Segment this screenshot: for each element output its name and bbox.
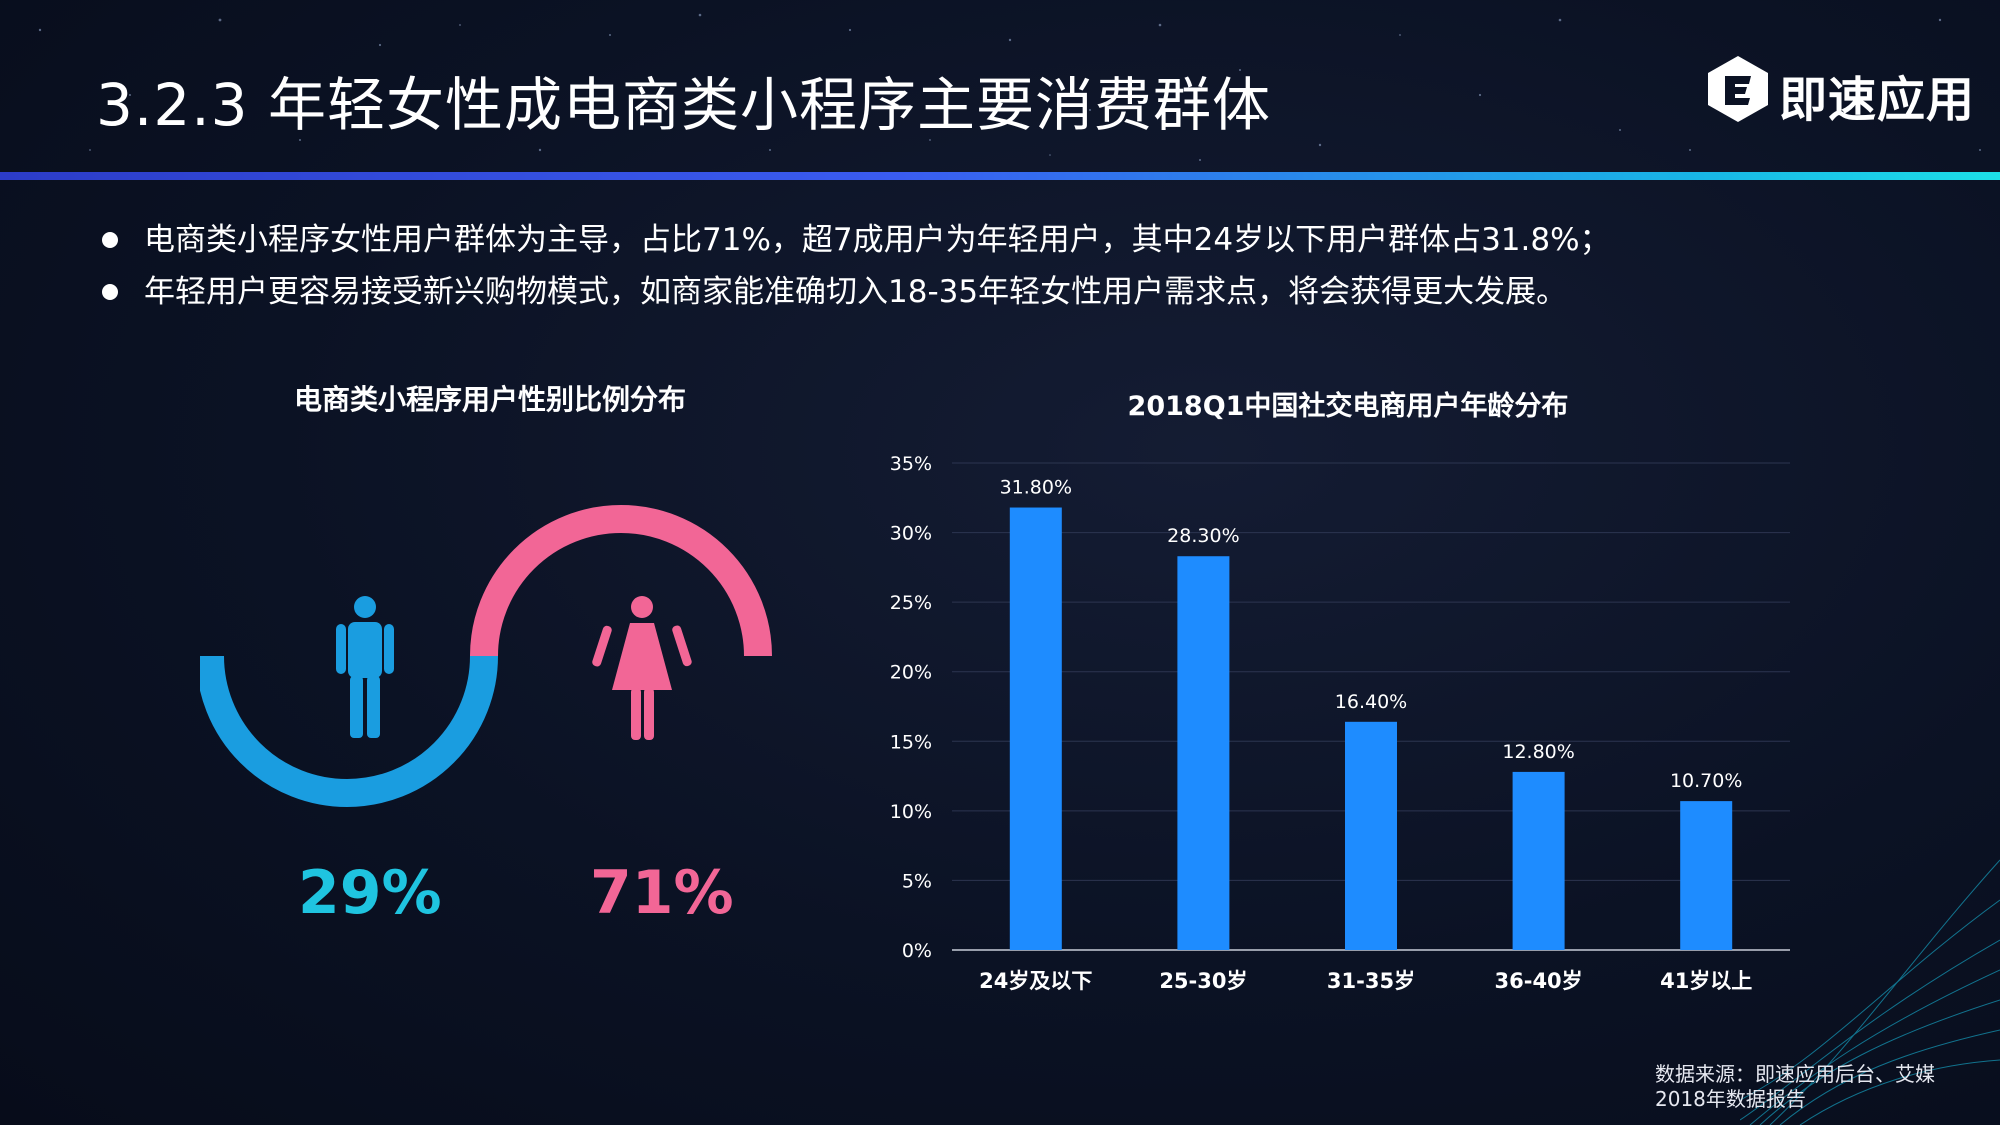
y-tick-label: 0% xyxy=(902,940,932,962)
bar-value-label: 31.80% xyxy=(1000,477,1072,499)
male-icon xyxy=(336,596,394,738)
source-line-2: 2018年数据报告 xyxy=(1655,1087,1806,1111)
x-tick-label: 25-30岁 xyxy=(1159,969,1247,993)
bar-value-label: 28.30% xyxy=(1167,525,1239,547)
x-tick-label: 24岁及以下 xyxy=(979,969,1092,993)
y-tick-label: 25% xyxy=(890,592,932,614)
x-tick-label: 31-35岁 xyxy=(1327,969,1415,993)
bar xyxy=(1009,507,1062,950)
bar xyxy=(1345,721,1397,950)
x-tick-label: 41岁以上 xyxy=(1660,969,1752,993)
bar xyxy=(1512,771,1565,950)
chart-y-axis: 0% 5% 10% 15% 20% 25% 30% 35% xyxy=(890,453,932,962)
bar-value-label: 16.40% xyxy=(1335,691,1407,713)
bullet-dot xyxy=(102,232,118,248)
bullet-item: 年轻用户更容易接受新兴购物模式，如商家能准确切入18-35年轻女性用户需求点，将… xyxy=(96,266,1611,318)
starfield-background xyxy=(38,13,1981,161)
bullet-text: 电商类小程序女性用户群体为主导，占比71%，超7成用户为年轻用户，其中24岁以下… xyxy=(144,222,1611,258)
male-arc xyxy=(200,655,498,807)
chart-bars xyxy=(1009,507,1733,950)
source-line-1: 数据来源：即速应用后台、艾媒 xyxy=(1655,1062,1935,1086)
bullet-dot xyxy=(102,284,118,300)
bar xyxy=(1177,556,1230,950)
brand-logo-text: 即速应用 xyxy=(1779,72,1976,128)
page-title: 3.2.3 年轻女性成电商类小程序主要消费群体 xyxy=(96,71,1272,139)
data-source-note: 数据来源：即速应用后台、艾媒 2018年数据报告 xyxy=(1655,1062,1935,1112)
bullet-text: 年轻用户更容易接受新兴购物模式，如商家能准确切入18-35年轻女性用户需求点，将… xyxy=(144,274,1568,310)
x-tick-label: 36-40岁 xyxy=(1495,969,1583,993)
female-icon xyxy=(592,596,692,740)
y-tick-label: 35% xyxy=(890,453,932,475)
bar-value-label: 12.80% xyxy=(1502,741,1574,763)
chart-title: 2018Q1中国社交电商用户年龄分布 xyxy=(1128,390,1569,422)
header-divider xyxy=(0,172,2000,180)
y-tick-label: 20% xyxy=(890,662,932,684)
brand-logo: 即速应用 xyxy=(1705,54,1975,128)
male-percentage: 29% xyxy=(298,858,442,928)
brand-logo-icon xyxy=(1708,56,1768,122)
y-tick-label: 30% xyxy=(890,523,932,545)
bullet-item: 电商类小程序女性用户群体为主导，占比71%，超7成用户为年轻用户，其中24岁以下… xyxy=(96,214,1611,266)
y-tick-label: 10% xyxy=(890,801,932,823)
chart-x-axis: 24岁及以下 25-30岁 31-35岁 36-40岁 41岁以上 xyxy=(979,969,1752,993)
chart-value-labels: 31.80% 28.30% 16.40% 12.80% 10.70% xyxy=(1000,477,1743,793)
gender-chart xyxy=(200,505,772,807)
summary-bullets: 电商类小程序女性用户群体为主导，占比71%，超7成用户为年轻用户，其中24岁以下… xyxy=(96,214,1611,318)
bar xyxy=(1680,801,1733,950)
y-tick-label: 5% xyxy=(902,870,932,892)
y-tick-label: 15% xyxy=(890,731,932,753)
gender-chart-title: 电商类小程序用户性别比例分布 xyxy=(293,383,686,416)
decorative-wave xyxy=(1740,859,2000,1125)
bar-value-label: 10.70% xyxy=(1670,770,1742,792)
female-percentage: 71% xyxy=(590,858,734,928)
female-arc xyxy=(470,505,772,657)
age-distribution-chart: 2018Q1中国社交电商用户年龄分布 0% 5% 10% 15% 20% 25% 30% 35… xyxy=(890,390,1790,993)
